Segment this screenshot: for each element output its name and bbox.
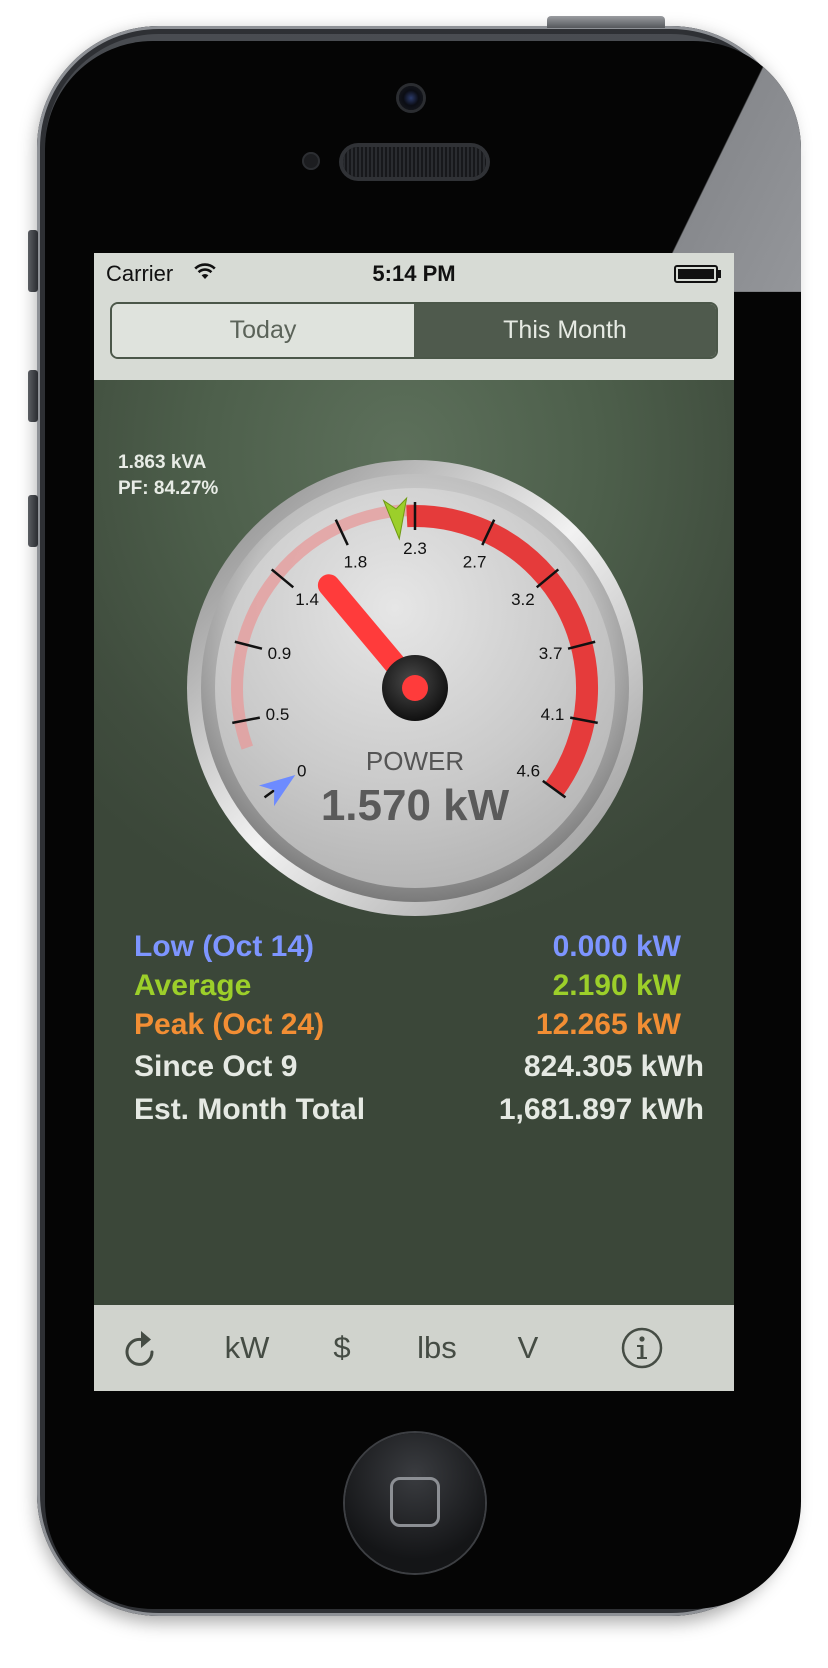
battery-icon (674, 265, 718, 283)
low-label: Low (Oct 14) (134, 930, 315, 963)
gauge-tick (535, 568, 560, 589)
gauge-value: 1.570 kW (321, 781, 510, 830)
volume-down-button (28, 495, 38, 547)
since-value: 824.305 kWh (523, 1050, 704, 1083)
gauge-tick-label: 0.9 (268, 644, 292, 663)
app-screen: Carrier 5:14 PM Today This Month 1.863 k… (94, 253, 734, 1391)
gauge-tick (569, 716, 598, 725)
home-button-square-icon (390, 1477, 440, 1527)
low-value: 0.000 kW (552, 930, 681, 963)
low-marker-icon (259, 775, 296, 807)
est-total-value: 1,681.897 kWh (498, 1093, 704, 1126)
gauge-danger-arc (406, 505, 599, 796)
gauge-tick-label: 0.5 (266, 705, 290, 724)
period-segmented-control: Today This Month (110, 302, 718, 359)
gauge-tick (567, 640, 596, 650)
earpiece (343, 147, 486, 177)
gauge-tick-label: 1.4 (295, 590, 319, 609)
average-label: Average (134, 969, 252, 1002)
gauge-title: POWER (366, 746, 464, 776)
stat-row-since: Since Oct 9 824.305 kWh (134, 1050, 704, 1089)
dashboard-panel: 1.863 kVA PF: 84.27% (94, 380, 734, 1305)
apparent-power-readout: 1.863 kVA PF: 84.27% (118, 450, 218, 502)
wifi-icon (194, 263, 216, 279)
gauge-tick-label: 3.7 (539, 644, 563, 663)
stats-list: Low (Oct 14) 0.000 kW Average 2.190 kW P… (134, 930, 704, 1132)
mute-switch (28, 230, 38, 292)
info-icon (621, 1327, 663, 1369)
segment-today[interactable]: Today (112, 304, 414, 357)
gauge-tick-label: 1.8 (344, 552, 368, 571)
stat-row-low: Low (Oct 14) 0.000 kW (134, 930, 704, 969)
gauge-tick (232, 716, 261, 725)
gauge-tick-label: 3.2 (511, 590, 535, 609)
kw-button[interactable]: kW (224, 1330, 270, 1365)
status-bar: Carrier 5:14 PM (94, 253, 734, 293)
gauge-tick-label: 2.7 (463, 552, 487, 571)
sleep-button (547, 16, 665, 28)
average-marker-icon (382, 496, 408, 541)
est-total-label: Est. Month Total (134, 1093, 366, 1126)
gauge-tick-label: 4.1 (541, 705, 565, 724)
segment-bar: Today This Month (94, 293, 734, 380)
home-button[interactable] (345, 1433, 485, 1573)
segment-this-month[interactable]: This Month (414, 304, 716, 357)
gauge-tick (334, 519, 349, 546)
lbs-button[interactable]: lbs (417, 1330, 457, 1365)
power-gauge: 0 0.5 0.9 1.4 1.8 2.3 2.7 3.2 3.7 4.1 4.6 POWER 1.… (187, 460, 643, 916)
gauge-tick (270, 568, 295, 589)
gauge-tick-labels: 0 0.5 0.9 1.4 1.8 2.3 2.7 3.2 3.7 4.1 4.6 (266, 539, 565, 780)
proximity-sensor (302, 152, 320, 170)
gauge-tick-label: 0 (297, 761, 306, 780)
info-button[interactable] (612, 1305, 672, 1391)
carrier-label: Carrier (106, 261, 174, 286)
apparent-power-value: 1.863 kVA (118, 452, 207, 473)
average-value: 2.190 kW (552, 969, 681, 1002)
gauge-tick (234, 640, 263, 650)
gauge-range-arc (231, 504, 416, 750)
gauge-tick-label: 2.3 (403, 539, 427, 558)
stat-row-average: Average 2.190 kW (134, 969, 704, 1008)
front-camera (399, 86, 423, 110)
since-label: Since Oct 9 (134, 1050, 298, 1083)
volts-button[interactable]: V (517, 1330, 539, 1365)
peak-label: Peak (Oct 24) (134, 1008, 325, 1041)
gauge-tick (542, 779, 567, 799)
stat-row-peak: Peak (Oct 24) 12.265 kW (134, 1008, 704, 1047)
gauge-tick-label: 4.6 (516, 761, 540, 780)
power-factor-value: PF: 84.27% (118, 478, 219, 499)
peak-value: 12.265 kW (535, 1008, 681, 1041)
gauge-needle-cap (402, 675, 428, 701)
cost-button[interactable]: $ (333, 1330, 351, 1365)
battery-tip (718, 270, 721, 278)
gauge-tick (481, 519, 496, 546)
status-time: 5:14 PM (372, 261, 456, 286)
refresh-button[interactable] (108, 1305, 174, 1391)
bottom-toolbar: kW $ lbs V (94, 1305, 734, 1391)
refresh-icon (125, 1331, 154, 1366)
volume-up-button (28, 370, 38, 422)
stat-row-est-total: Est. Month Total 1,681.897 kWh (134, 1093, 704, 1132)
